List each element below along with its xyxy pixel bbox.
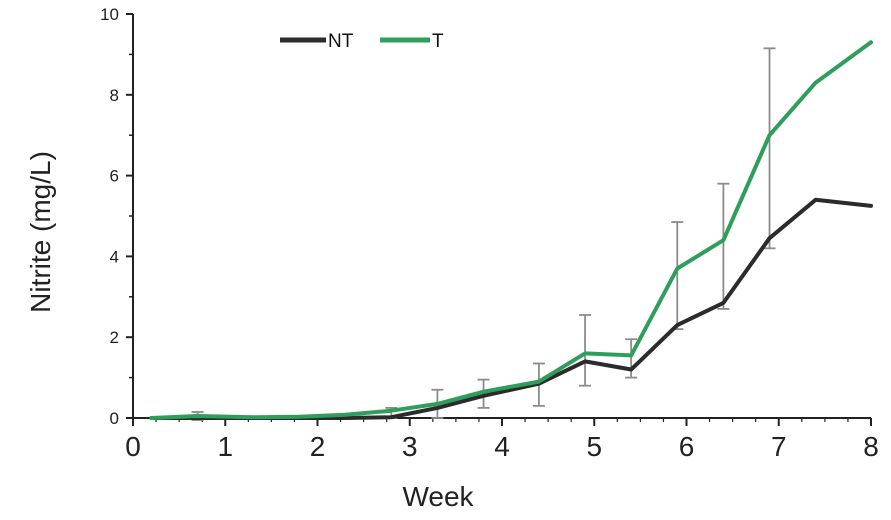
- y-tick-label: 4: [110, 247, 119, 266]
- x-tick-label: 4: [494, 431, 510, 462]
- x-axis-title: Week: [402, 481, 474, 512]
- legend-label-nt: NT: [328, 31, 354, 52]
- legend-label-t: T: [432, 31, 444, 52]
- error-bar: [579, 314, 592, 387]
- y-tick-label: 2: [110, 328, 119, 347]
- x-tick-label: 5: [586, 431, 602, 462]
- legend: NT T: [280, 31, 444, 52]
- y-tick-label: 10: [100, 5, 119, 24]
- x-tick-label: 2: [310, 431, 326, 462]
- error-bar: [717, 182, 730, 310]
- series-lines: [149, 40, 873, 420]
- x-tick-label: 8: [863, 431, 879, 462]
- x-tick-label: 0: [125, 431, 141, 462]
- x-tick-label: 7: [771, 431, 787, 462]
- x-tick-label: 1: [217, 431, 233, 462]
- y-tick-label: 6: [110, 167, 119, 186]
- y-tick-label: 0: [110, 409, 119, 428]
- x-tick-label: 6: [679, 431, 695, 462]
- y-tick-label: 8: [110, 86, 119, 105]
- x-tick-label: 3: [402, 431, 418, 462]
- error-bars: [191, 47, 776, 421]
- error-bar: [763, 47, 776, 250]
- series-line-t: [149, 40, 873, 420]
- y-axis-title: Nitrite (mg/L): [25, 151, 56, 313]
